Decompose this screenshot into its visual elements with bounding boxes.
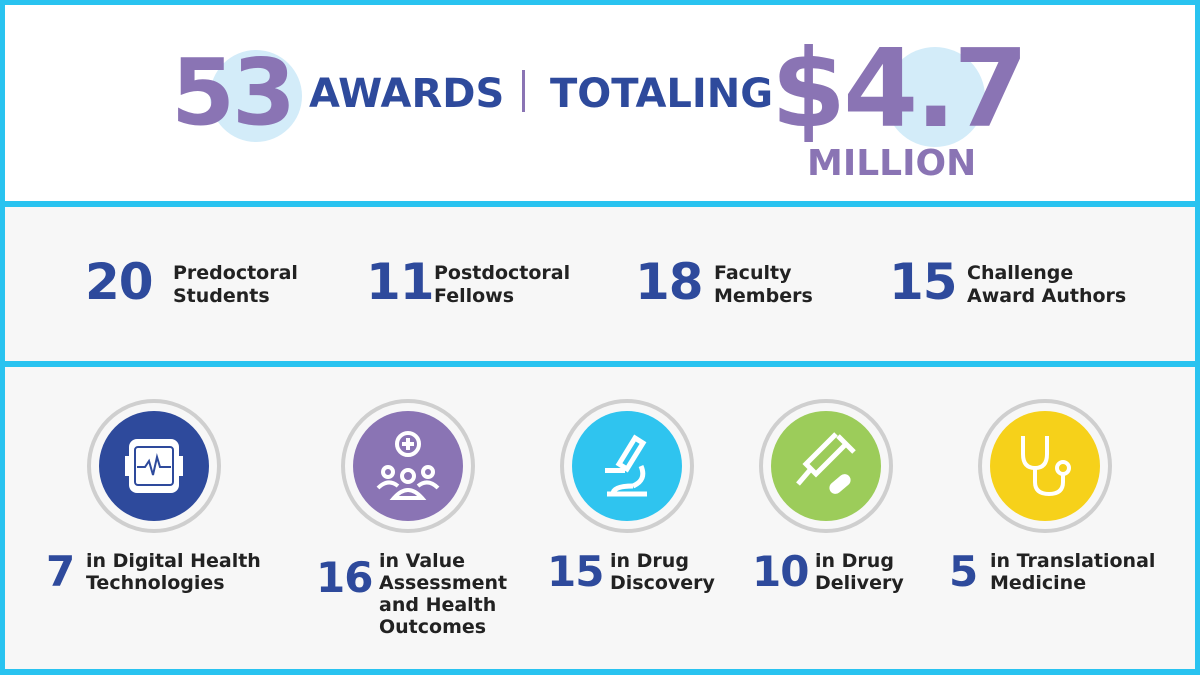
stat-label: Faculty Members — [714, 262, 813, 307]
area-icon-ring — [87, 399, 221, 533]
area-label: in Drug Delivery — [815, 550, 904, 594]
area-count: 15 — [547, 547, 604, 596]
headline-section: 53 AWARDS TOTALING $4.7 MILLION — [5, 5, 1195, 201]
syringe-pill-icon — [796, 432, 856, 494]
area-count: 16 — [316, 553, 373, 602]
area-label: in Digital Health Technologies — [86, 550, 261, 594]
area-label: in Value Assessment and Health Outcomes — [379, 550, 508, 638]
smartwatch-heartbeat-icon — [125, 439, 183, 493]
area-label: in Drug Discovery — [610, 550, 715, 594]
microscope-icon — [605, 434, 647, 497]
awards-count: 53 — [171, 39, 296, 146]
separator — [522, 70, 525, 112]
stat-count: 11 — [366, 253, 435, 311]
stat-count: 18 — [635, 253, 704, 311]
amount-unit: MILLION — [807, 143, 977, 184]
stat-label: Challenge Award Authors — [967, 262, 1127, 307]
awards-label: AWARDS — [309, 71, 505, 117]
research-areas-section: 7 in Digital Health Technologies 16 in Va… — [5, 367, 1195, 669]
area-count: 7 — [46, 547, 75, 596]
area-count: 5 — [949, 547, 978, 596]
area-icon-ring — [560, 399, 694, 533]
highlight-circle — [210, 50, 302, 142]
area-count: 10 — [752, 547, 809, 596]
totaling-label: TOTALING — [550, 71, 774, 117]
highlight-circle — [885, 47, 985, 147]
stethoscope-icon — [1021, 436, 1071, 497]
area-icon-ring — [341, 399, 475, 533]
stat-count: 15 — [889, 253, 958, 311]
people-medical-cross-icon — [376, 431, 440, 500]
area-icon-ring — [759, 399, 893, 533]
stat-label: Predoctoral Students — [173, 262, 298, 307]
stat-label: Postdoctoral Fellows — [434, 262, 571, 307]
area-icon-ring — [978, 399, 1112, 533]
area-label: in Translational Medicine — [990, 550, 1156, 594]
stat-count: 20 — [85, 253, 154, 311]
recipients-section: 20 Predoctoral Students 11 Postdoctoral Fe… — [5, 207, 1195, 361]
total-amount: $4.7 — [771, 27, 1028, 152]
